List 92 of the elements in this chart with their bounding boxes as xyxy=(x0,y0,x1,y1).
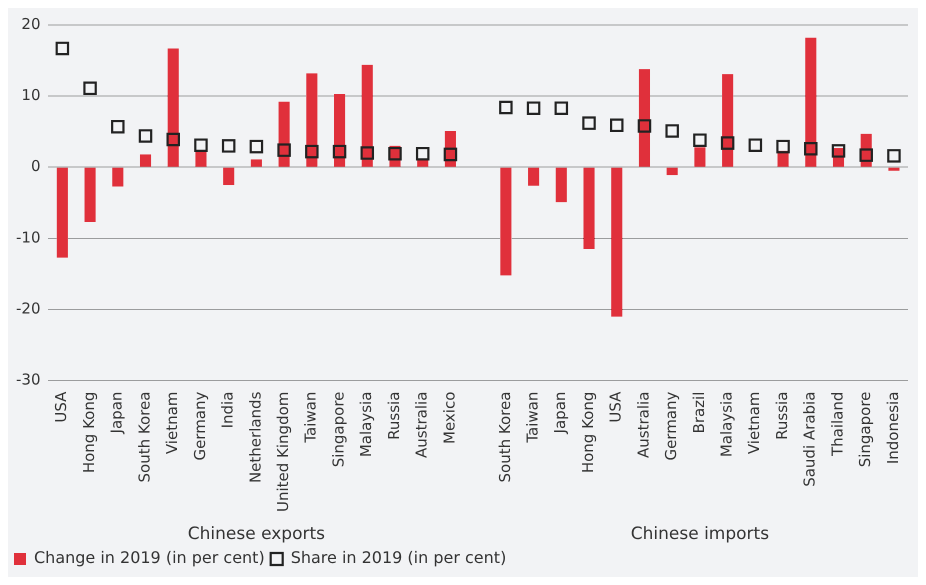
x-tick-label: Malaysia xyxy=(357,392,376,458)
point xyxy=(222,139,236,153)
point xyxy=(332,144,346,158)
x-tick-label: Germany xyxy=(662,391,680,461)
x-tick-label: Thailand xyxy=(828,392,846,458)
x-tick-label: Taiwan xyxy=(302,392,320,444)
x-tick-label: Russia xyxy=(384,392,403,440)
bar xyxy=(805,38,816,167)
bar xyxy=(722,74,734,167)
bar xyxy=(195,152,206,167)
y-tick-label: -20 xyxy=(16,299,40,318)
point xyxy=(277,143,291,157)
bar xyxy=(528,168,540,186)
x-tick-label: South Korea xyxy=(135,392,154,482)
x-tick-label: India xyxy=(218,392,237,428)
x-tick-label: Singapore xyxy=(329,392,348,468)
point xyxy=(388,146,402,160)
point xyxy=(554,101,568,115)
bar xyxy=(638,69,650,167)
point xyxy=(748,138,762,152)
x-tick-label: Japan xyxy=(551,392,570,434)
point xyxy=(693,133,707,147)
x-tick-label: Singapore xyxy=(856,392,874,468)
point xyxy=(360,146,374,160)
x-tick-label: United Kingdom xyxy=(274,392,292,512)
bar xyxy=(888,168,900,171)
x-tick-label: South Korea xyxy=(496,392,514,482)
bar xyxy=(140,154,152,167)
bar xyxy=(694,147,706,167)
x-tick-label: Brazil xyxy=(690,392,708,434)
point xyxy=(804,142,818,156)
point xyxy=(138,129,152,143)
point xyxy=(832,144,846,158)
x-tick-label: Australia xyxy=(412,392,431,458)
x-tick-label: USA xyxy=(606,390,625,423)
point xyxy=(887,149,901,163)
x-tick-label: Vietnam xyxy=(163,392,182,454)
bar xyxy=(666,168,678,176)
y-tick-label: -30 xyxy=(16,370,40,388)
x-tick-label: Hong Kong xyxy=(578,392,597,474)
bar xyxy=(168,48,179,167)
bar xyxy=(250,159,262,167)
x-tick-label: Saudi Arabia xyxy=(800,392,819,487)
x-tick-label: Australia xyxy=(634,392,652,458)
point xyxy=(720,136,734,150)
y-tick-label: -10 xyxy=(16,228,40,246)
x-tick-label: Netherlands xyxy=(246,391,264,484)
bar xyxy=(583,168,595,250)
x-tick-label: USA xyxy=(52,390,70,423)
bar xyxy=(334,94,346,167)
bar xyxy=(306,73,318,167)
y-tick-label: 20 xyxy=(21,14,40,33)
bar xyxy=(112,168,124,186)
bar xyxy=(56,168,68,258)
point xyxy=(250,140,264,154)
x-tick-label: Mexico xyxy=(440,392,458,444)
bar xyxy=(611,168,622,317)
x-tick-label: Russia xyxy=(772,392,791,440)
text: Chinese imports xyxy=(630,524,770,544)
x-tick-label: Taiwan xyxy=(523,392,542,444)
x-tick-label: Vietnam xyxy=(745,392,764,454)
y-tick-label: 0 xyxy=(30,157,40,176)
bar xyxy=(500,168,512,276)
point xyxy=(859,148,873,162)
point xyxy=(665,124,679,138)
text: Chinese exports xyxy=(188,524,326,544)
point xyxy=(499,100,513,114)
x-tick-label: Indonesia xyxy=(884,392,902,464)
point xyxy=(305,144,319,158)
bar xyxy=(556,168,567,202)
bar xyxy=(362,64,373,167)
legend-label: Share in 2019 (in per cent) xyxy=(290,548,506,568)
bar xyxy=(223,168,234,186)
point xyxy=(610,118,624,132)
point xyxy=(194,138,208,152)
point xyxy=(83,82,97,96)
point xyxy=(56,42,70,56)
y-tick-label: 10 xyxy=(21,86,40,104)
point xyxy=(582,116,596,130)
point xyxy=(416,146,430,160)
bar xyxy=(84,168,96,222)
x-tick-label: Hong Kong xyxy=(80,392,98,474)
x-tick-label: Germany xyxy=(190,391,209,461)
point xyxy=(111,120,125,134)
point xyxy=(638,119,652,133)
x-tick-label: Malaysia xyxy=(718,392,736,458)
point xyxy=(444,148,458,162)
point xyxy=(776,140,790,154)
point xyxy=(166,132,180,146)
x-tick-label: Japan xyxy=(108,392,126,434)
legend-label: Change in 2019 (in per cent) xyxy=(34,548,265,568)
point xyxy=(526,101,540,115)
